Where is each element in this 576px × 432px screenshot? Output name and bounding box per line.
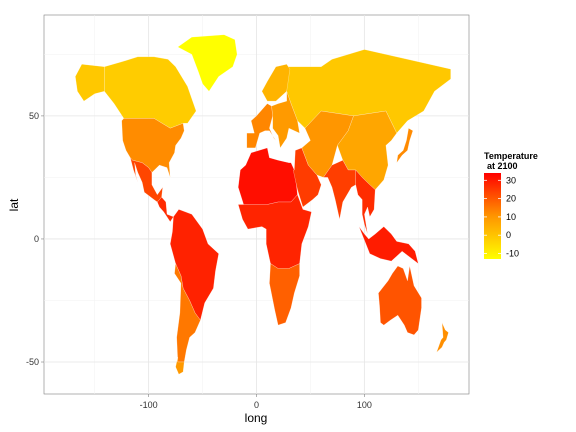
legend-tick-label: 10 — [506, 212, 516, 222]
region-australia — [378, 265, 422, 336]
legend-title-line1: Temperature — [484, 151, 538, 161]
region-canada — [104, 56, 197, 129]
legend: Temperature at 2100 30 20 10 0 -10 — [484, 151, 538, 259]
region-indonesia — [358, 226, 419, 265]
region-andes-argentina — [174, 262, 201, 363]
legend-ticks: 30 20 10 0 -10 — [484, 175, 519, 259]
x-tick-label: 100 — [357, 400, 372, 410]
region-patagonia — [175, 357, 185, 375]
region-scandinavia — [261, 63, 291, 102]
region-japan — [396, 127, 414, 163]
region-india — [323, 159, 356, 220]
region-central-africa — [237, 194, 312, 269]
x-tick-label: -100 — [140, 400, 158, 410]
region-brazil — [169, 209, 219, 321]
y-axis-title: lat — [7, 198, 21, 211]
legend-colorbar — [484, 173, 501, 259]
legend-tick-label: 20 — [506, 194, 516, 204]
region-southern-africa — [269, 263, 300, 326]
regions-layer — [75, 34, 451, 375]
y-tick-label: -50 — [26, 357, 39, 367]
legend-tick-label: 0 — [506, 230, 511, 240]
legend-tick-label: -10 — [506, 249, 519, 259]
region-eastern-europe — [271, 91, 300, 149]
legend-title-line2: at 2100 — [487, 161, 518, 171]
region-greenland — [177, 34, 238, 92]
region-new-zealand — [436, 322, 449, 353]
x-tick-label: 0 — [254, 400, 259, 410]
legend-tick-label: 30 — [506, 175, 516, 185]
axes: -100 0 100 -50 0 50 — [26, 111, 372, 410]
region-alaska — [75, 63, 105, 102]
region-southeast-asia — [355, 169, 376, 235]
x-axis-title: long — [245, 411, 268, 425]
y-tick-label: 50 — [29, 111, 39, 121]
region-middle-east — [292, 147, 322, 208]
y-tick-label: 0 — [34, 234, 39, 244]
